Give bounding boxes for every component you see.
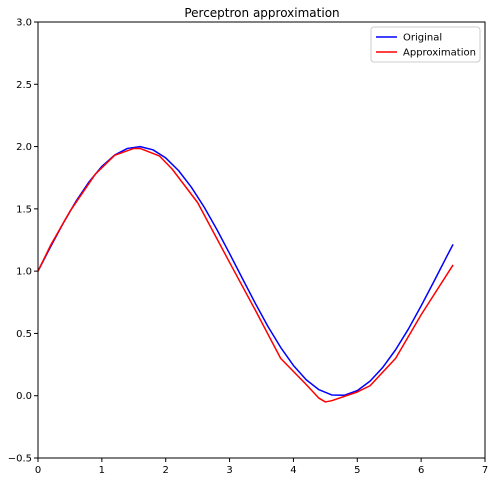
series-line-original — [37, 145, 454, 396]
legend-label: Approximation — [403, 48, 476, 59]
y-tick-label: 0.0 — [16, 391, 32, 402]
legend-label: Original — [403, 33, 442, 44]
series-line-approximation — [37, 147, 454, 403]
x-tick-label: 2 — [163, 465, 169, 476]
y-tick-label: 2.0 — [16, 142, 32, 153]
y-tick-label: 1.5 — [16, 204, 32, 215]
series-layer — [37, 145, 454, 403]
y-tick-label: 0.5 — [16, 329, 32, 340]
y-tick-label: 2.5 — [16, 80, 32, 91]
x-tick-label: 0 — [35, 465, 41, 476]
y-tick-label: 3.0 — [16, 18, 32, 29]
plot-frame — [37, 21, 486, 459]
x-tick-label: 3 — [226, 465, 232, 476]
x-axis: 0 1 2 3 4 5 6 7 — [35, 458, 488, 476]
legend: Original Approximation — [370, 26, 481, 63]
x-tick-label: 4 — [290, 465, 296, 476]
x-tick-label: 7 — [482, 465, 488, 476]
x-tick-label: 5 — [354, 465, 360, 476]
x-tick-label: 6 — [418, 465, 424, 476]
y-axis: −0.5 0.0 0.5 1.0 1.5 2.0 2.5 3.0 — [8, 18, 38, 465]
legend-box — [370, 26, 481, 63]
y-tick-label: 1.0 — [16, 267, 32, 278]
x-tick-label: 1 — [99, 465, 105, 476]
chart-title: Perceptron approximation — [184, 6, 339, 20]
y-tick-label: −0.5 — [8, 454, 32, 465]
